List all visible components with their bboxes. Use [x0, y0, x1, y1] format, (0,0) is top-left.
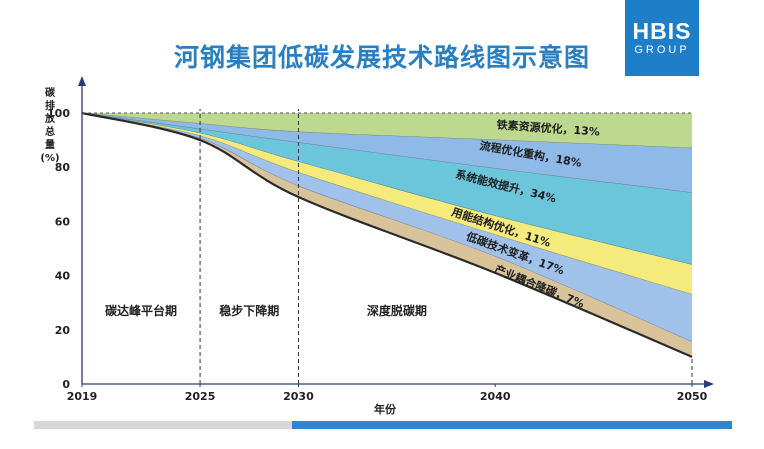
y-axis-label: 碳排放总量 (%): [40, 86, 59, 164]
x-tick-label-2040: 2040: [480, 390, 511, 403]
footer-bar-accent: [292, 421, 732, 429]
y-tick-label-100: 100: [47, 107, 70, 120]
y-tick-label-20: 20: [55, 324, 71, 337]
logo-main-text: HBIS: [632, 18, 692, 44]
x-tick-label-2019: 2019: [67, 390, 98, 403]
y-axis-label-part: 排: [45, 99, 55, 112]
x-tick-label-2050: 2050: [677, 390, 708, 403]
y-tick-label-80: 80: [55, 161, 71, 174]
band-2: [82, 113, 692, 193]
x-axis-label: 年份: [374, 402, 397, 416]
logo-sub-text: GROUP: [634, 44, 690, 56]
band-1: [82, 113, 692, 149]
footer-bar-track: [34, 421, 292, 429]
phase-label-1: 碳达峰平台期: [105, 303, 177, 318]
y-axis-label-part: (%): [40, 153, 59, 164]
y-axis-label-part: 量: [45, 138, 55, 151]
y-axis-arrow: [78, 76, 86, 86]
x-tick-label-2025: 2025: [185, 390, 216, 403]
x-axis-arrow: [704, 380, 714, 388]
y-tick-label-60: 60: [55, 215, 71, 228]
band-boundary-1: [81, 112, 693, 149]
y-tick-label-0: 0: [62, 378, 70, 391]
phase-label-3: 深度脱碳期: [367, 303, 427, 318]
y-axis-label-part: 碳: [45, 86, 56, 99]
y-tick-label-40: 40: [55, 270, 71, 283]
x-tick-label-2030: 2030: [283, 390, 314, 403]
phase-label-2: 稳步下降期: [219, 303, 279, 318]
y-axis-label-part: 放: [44, 112, 56, 125]
emission-curve: [81, 111, 693, 358]
page-title: 河钢集团低碳发展技术路线图示意图: [173, 43, 590, 72]
y-axis-label-part: 总: [45, 125, 55, 138]
hbis-logo: HBIS GROUP: [625, 0, 699, 76]
